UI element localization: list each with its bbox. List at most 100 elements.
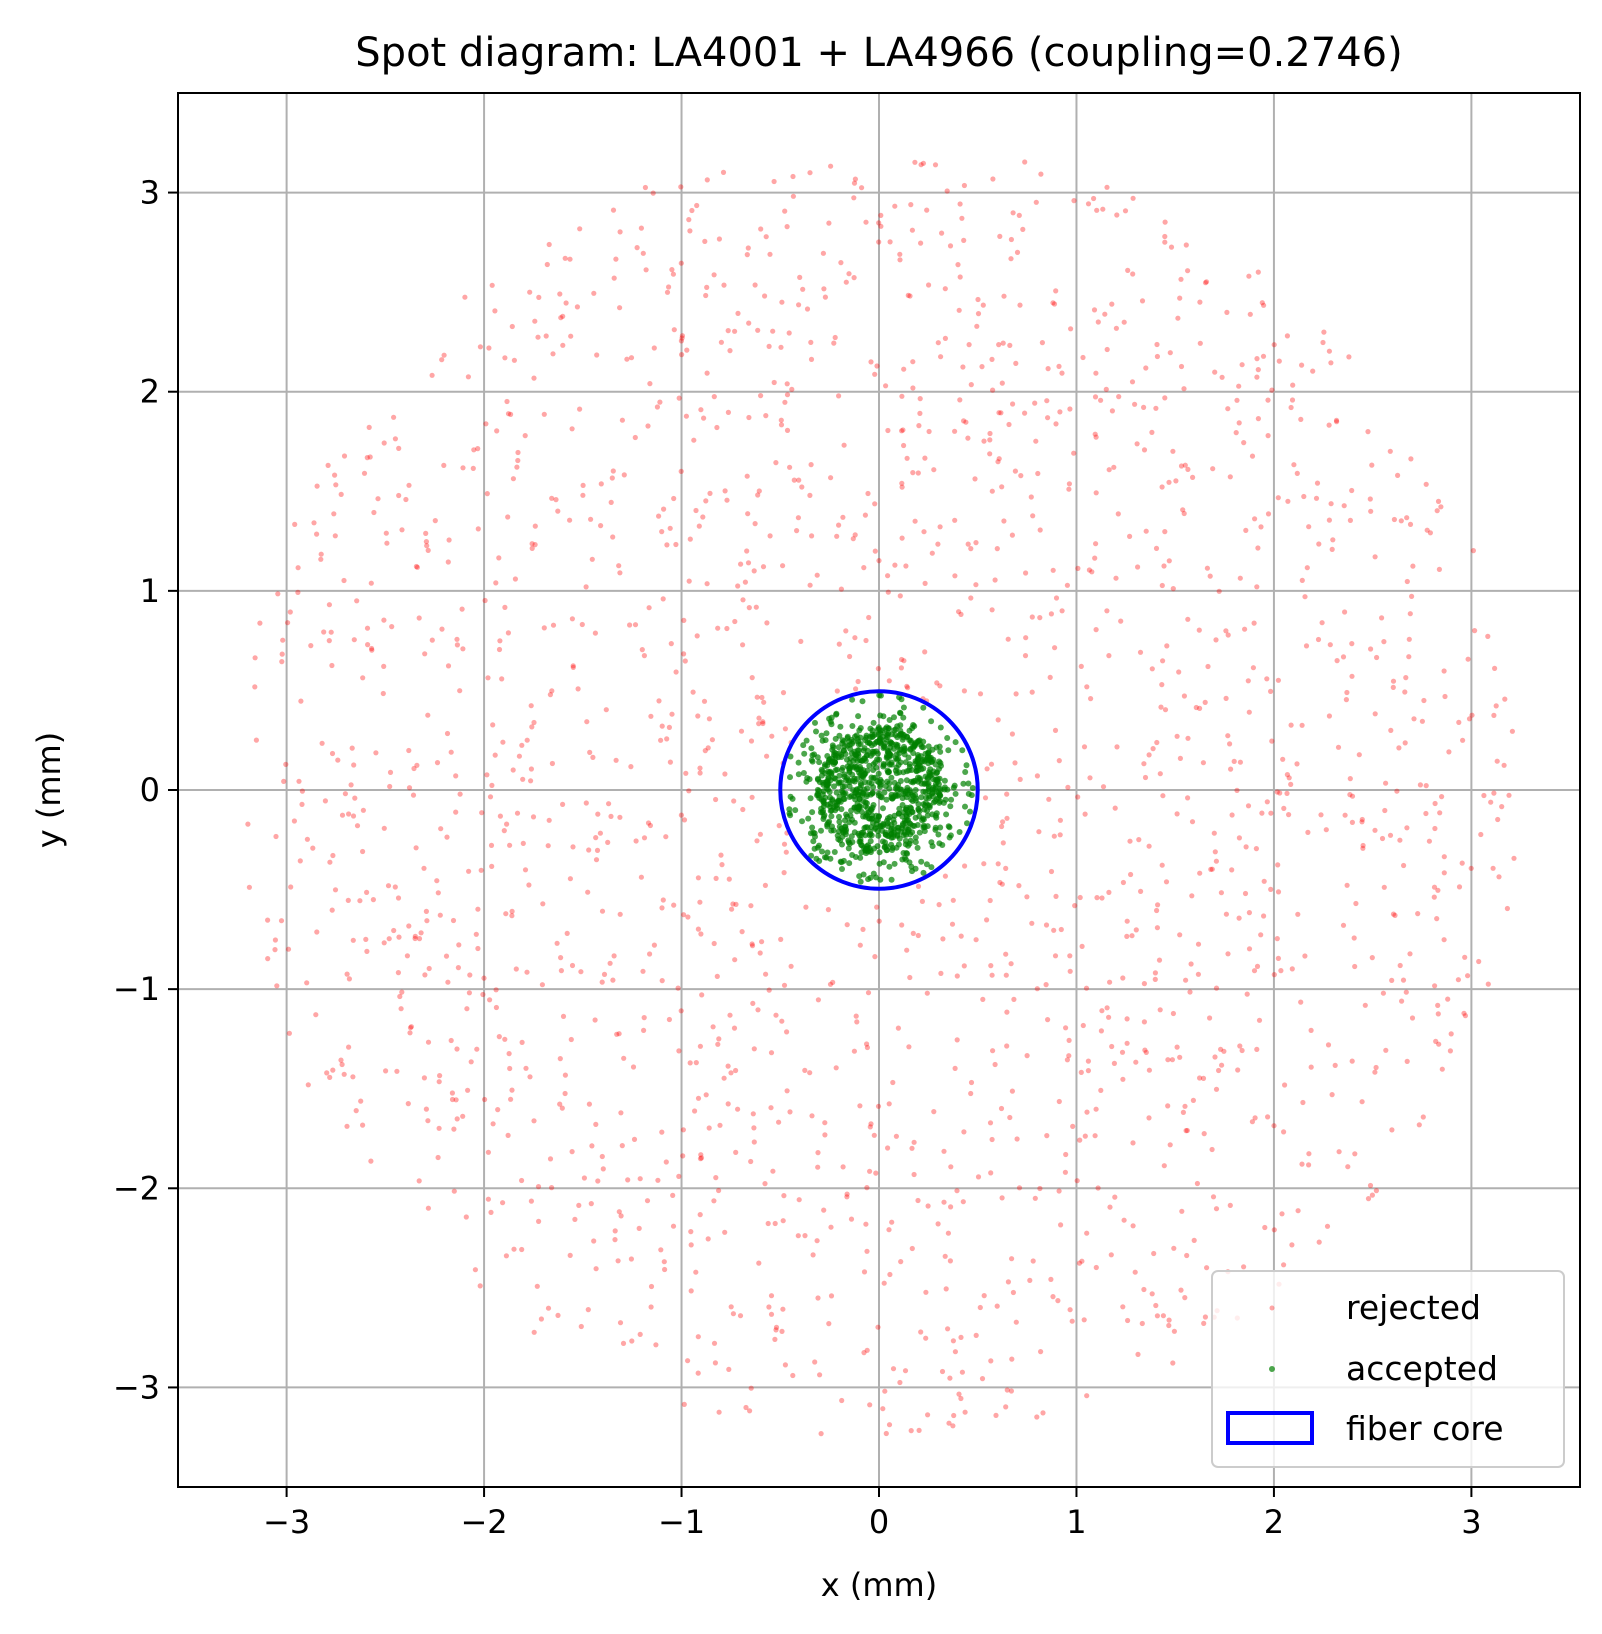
rejected-point: [1349, 673, 1355, 679]
rejected-point: [796, 477, 802, 483]
rejected-point: [721, 1075, 727, 1081]
rejected-point: [1420, 1114, 1426, 1120]
rejected-point: [917, 410, 923, 416]
rejected-point: [453, 1097, 459, 1103]
rejected-point: [840, 1164, 846, 1170]
rejected-point: [1175, 315, 1181, 321]
rejected-point: [628, 355, 635, 361]
rejected-point: [1124, 1040, 1130, 1046]
rejected-point: [453, 773, 459, 779]
accepted-point: [920, 801, 927, 808]
rejected-point: [286, 1030, 292, 1036]
rejected-point: [1278, 968, 1284, 974]
rejected-point: [909, 1145, 915, 1151]
rejected-point: [760, 564, 767, 570]
rejected-point: [1275, 495, 1281, 501]
rejected-point: [1488, 799, 1494, 805]
rejected-point: [711, 394, 717, 400]
rejected-point: [1481, 792, 1487, 799]
rejected-point: [859, 185, 865, 191]
rejected-point: [445, 979, 451, 985]
x-tick-label: 2: [1264, 1503, 1284, 1541]
rejected-point: [1328, 501, 1334, 507]
accepted-point: [870, 784, 877, 791]
rejected-point: [421, 865, 427, 871]
rejected-point: [1284, 333, 1290, 339]
rejected-point: [1432, 800, 1438, 807]
rejected-point: [1431, 884, 1438, 890]
legend-label-fiber-core: fiber core: [1346, 1409, 1504, 1448]
rejected-point: [562, 255, 568, 261]
rejected-point: [973, 582, 979, 588]
rejected-point: [1190, 474, 1196, 480]
rejected-point: [488, 1209, 494, 1215]
rejected-point: [358, 1098, 364, 1104]
accepted-point: [859, 698, 866, 705]
rejected-point: [1271, 972, 1277, 978]
rejected-point: [781, 870, 787, 876]
accepted-point: [896, 805, 903, 812]
rejected-point: [1135, 564, 1141, 570]
rejected-point: [381, 440, 387, 446]
rejected-point: [346, 811, 352, 817]
rejected-point: [1237, 575, 1243, 581]
rejected-point: [1502, 696, 1508, 702]
accepted-point: [920, 704, 927, 711]
rejected-point: [1010, 401, 1016, 407]
accepted-point: [853, 789, 859, 796]
rejected-point: [1204, 1265, 1210, 1271]
rejected-point: [280, 637, 286, 643]
rejected-point: [246, 884, 252, 890]
rejected-point: [466, 990, 472, 996]
accepted-point: [905, 842, 912, 849]
rejected-point: [697, 899, 703, 905]
rejected-point: [1056, 1098, 1062, 1105]
rejected-point: [876, 239, 882, 245]
rejected-point: [1249, 1119, 1255, 1125]
rejected-point: [1154, 1313, 1160, 1319]
rejected-point: [465, 1087, 471, 1093]
rejected-point: [854, 1019, 860, 1025]
rejected-point: [904, 683, 910, 689]
rejected-point: [658, 737, 664, 743]
rejected-point: [621, 472, 627, 478]
rejected-point: [592, 630, 599, 636]
rejected-point: [351, 637, 357, 643]
rejected-point: [555, 508, 561, 514]
rejected-point: [1017, 302, 1023, 308]
rejected-point: [265, 956, 271, 962]
rejected-point: [1344, 882, 1350, 888]
rejected-point: [703, 292, 709, 299]
rejected-point: [733, 901, 739, 908]
rejected-point: [1191, 1237, 1197, 1243]
rejected-point: [1202, 280, 1209, 286]
rejected-point: [399, 527, 405, 533]
accepted-point: [828, 807, 835, 814]
accepted-point: [903, 733, 910, 740]
rejected-point: [389, 624, 395, 630]
rejected-point: [751, 568, 757, 574]
accepted-point: [869, 727, 876, 734]
rejected-point: [1437, 810, 1443, 816]
rejected-point: [996, 410, 1002, 416]
rejected-point: [513, 966, 519, 972]
rejected-point: [670, 271, 677, 277]
rejected-point: [540, 901, 546, 907]
rejected-point: [651, 345, 657, 351]
legend-label-rejected: rejected: [1346, 1288, 1481, 1327]
rejected-point: [1080, 1022, 1086, 1029]
rejected-point: [686, 217, 692, 223]
rejected-point: [1212, 849, 1218, 855]
rejected-point: [1052, 953, 1059, 959]
rejected-point: [1127, 533, 1133, 540]
rejected-point: [910, 930, 916, 937]
accepted-point: [906, 787, 913, 794]
rejected-point: [711, 1198, 717, 1204]
rejected-point: [1332, 1062, 1338, 1068]
accepted-point: [907, 837, 914, 844]
rejected-point: [304, 980, 310, 986]
rejected-point: [1104, 346, 1110, 353]
rejected-point: [641, 835, 648, 841]
rejected-point: [1225, 951, 1231, 957]
rejected-point: [733, 1149, 739, 1155]
